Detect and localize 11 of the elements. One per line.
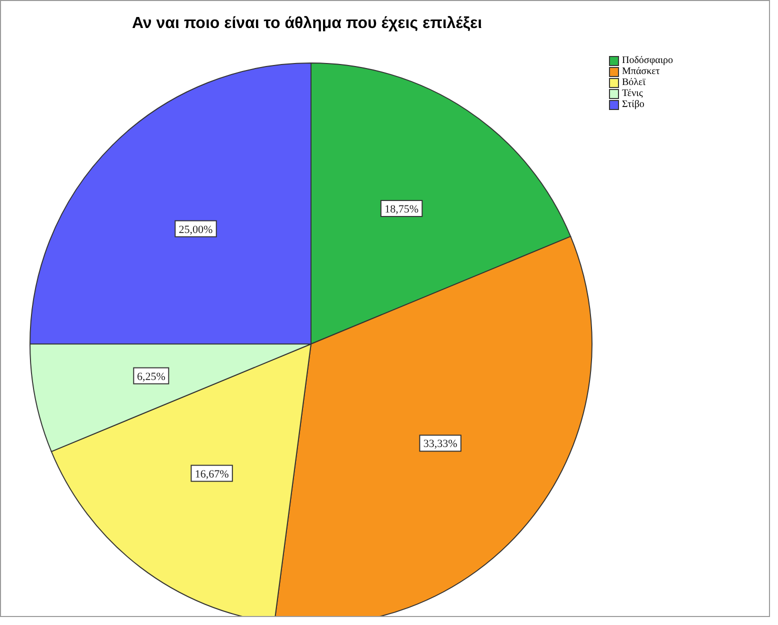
legend-label: Στίβο (622, 99, 644, 110)
data-label: 25,00% (178, 224, 213, 236)
data-label: 18,75% (384, 203, 419, 216)
legend-label: Μπάσκετ (622, 66, 660, 77)
data-label: 33,33% (423, 438, 458, 450)
chart-title: Αν ναι ποιο είναι το άθλημα που έχεις επιλέξει (130, 15, 484, 33)
legend-label: Βόλεϊ (622, 77, 646, 88)
data-label: 6,25% (136, 370, 166, 383)
legend-label: Ποδόσφαιρο (622, 55, 674, 66)
data-label: 16,67% (194, 468, 229, 480)
legend-label: Τένις (622, 88, 643, 99)
